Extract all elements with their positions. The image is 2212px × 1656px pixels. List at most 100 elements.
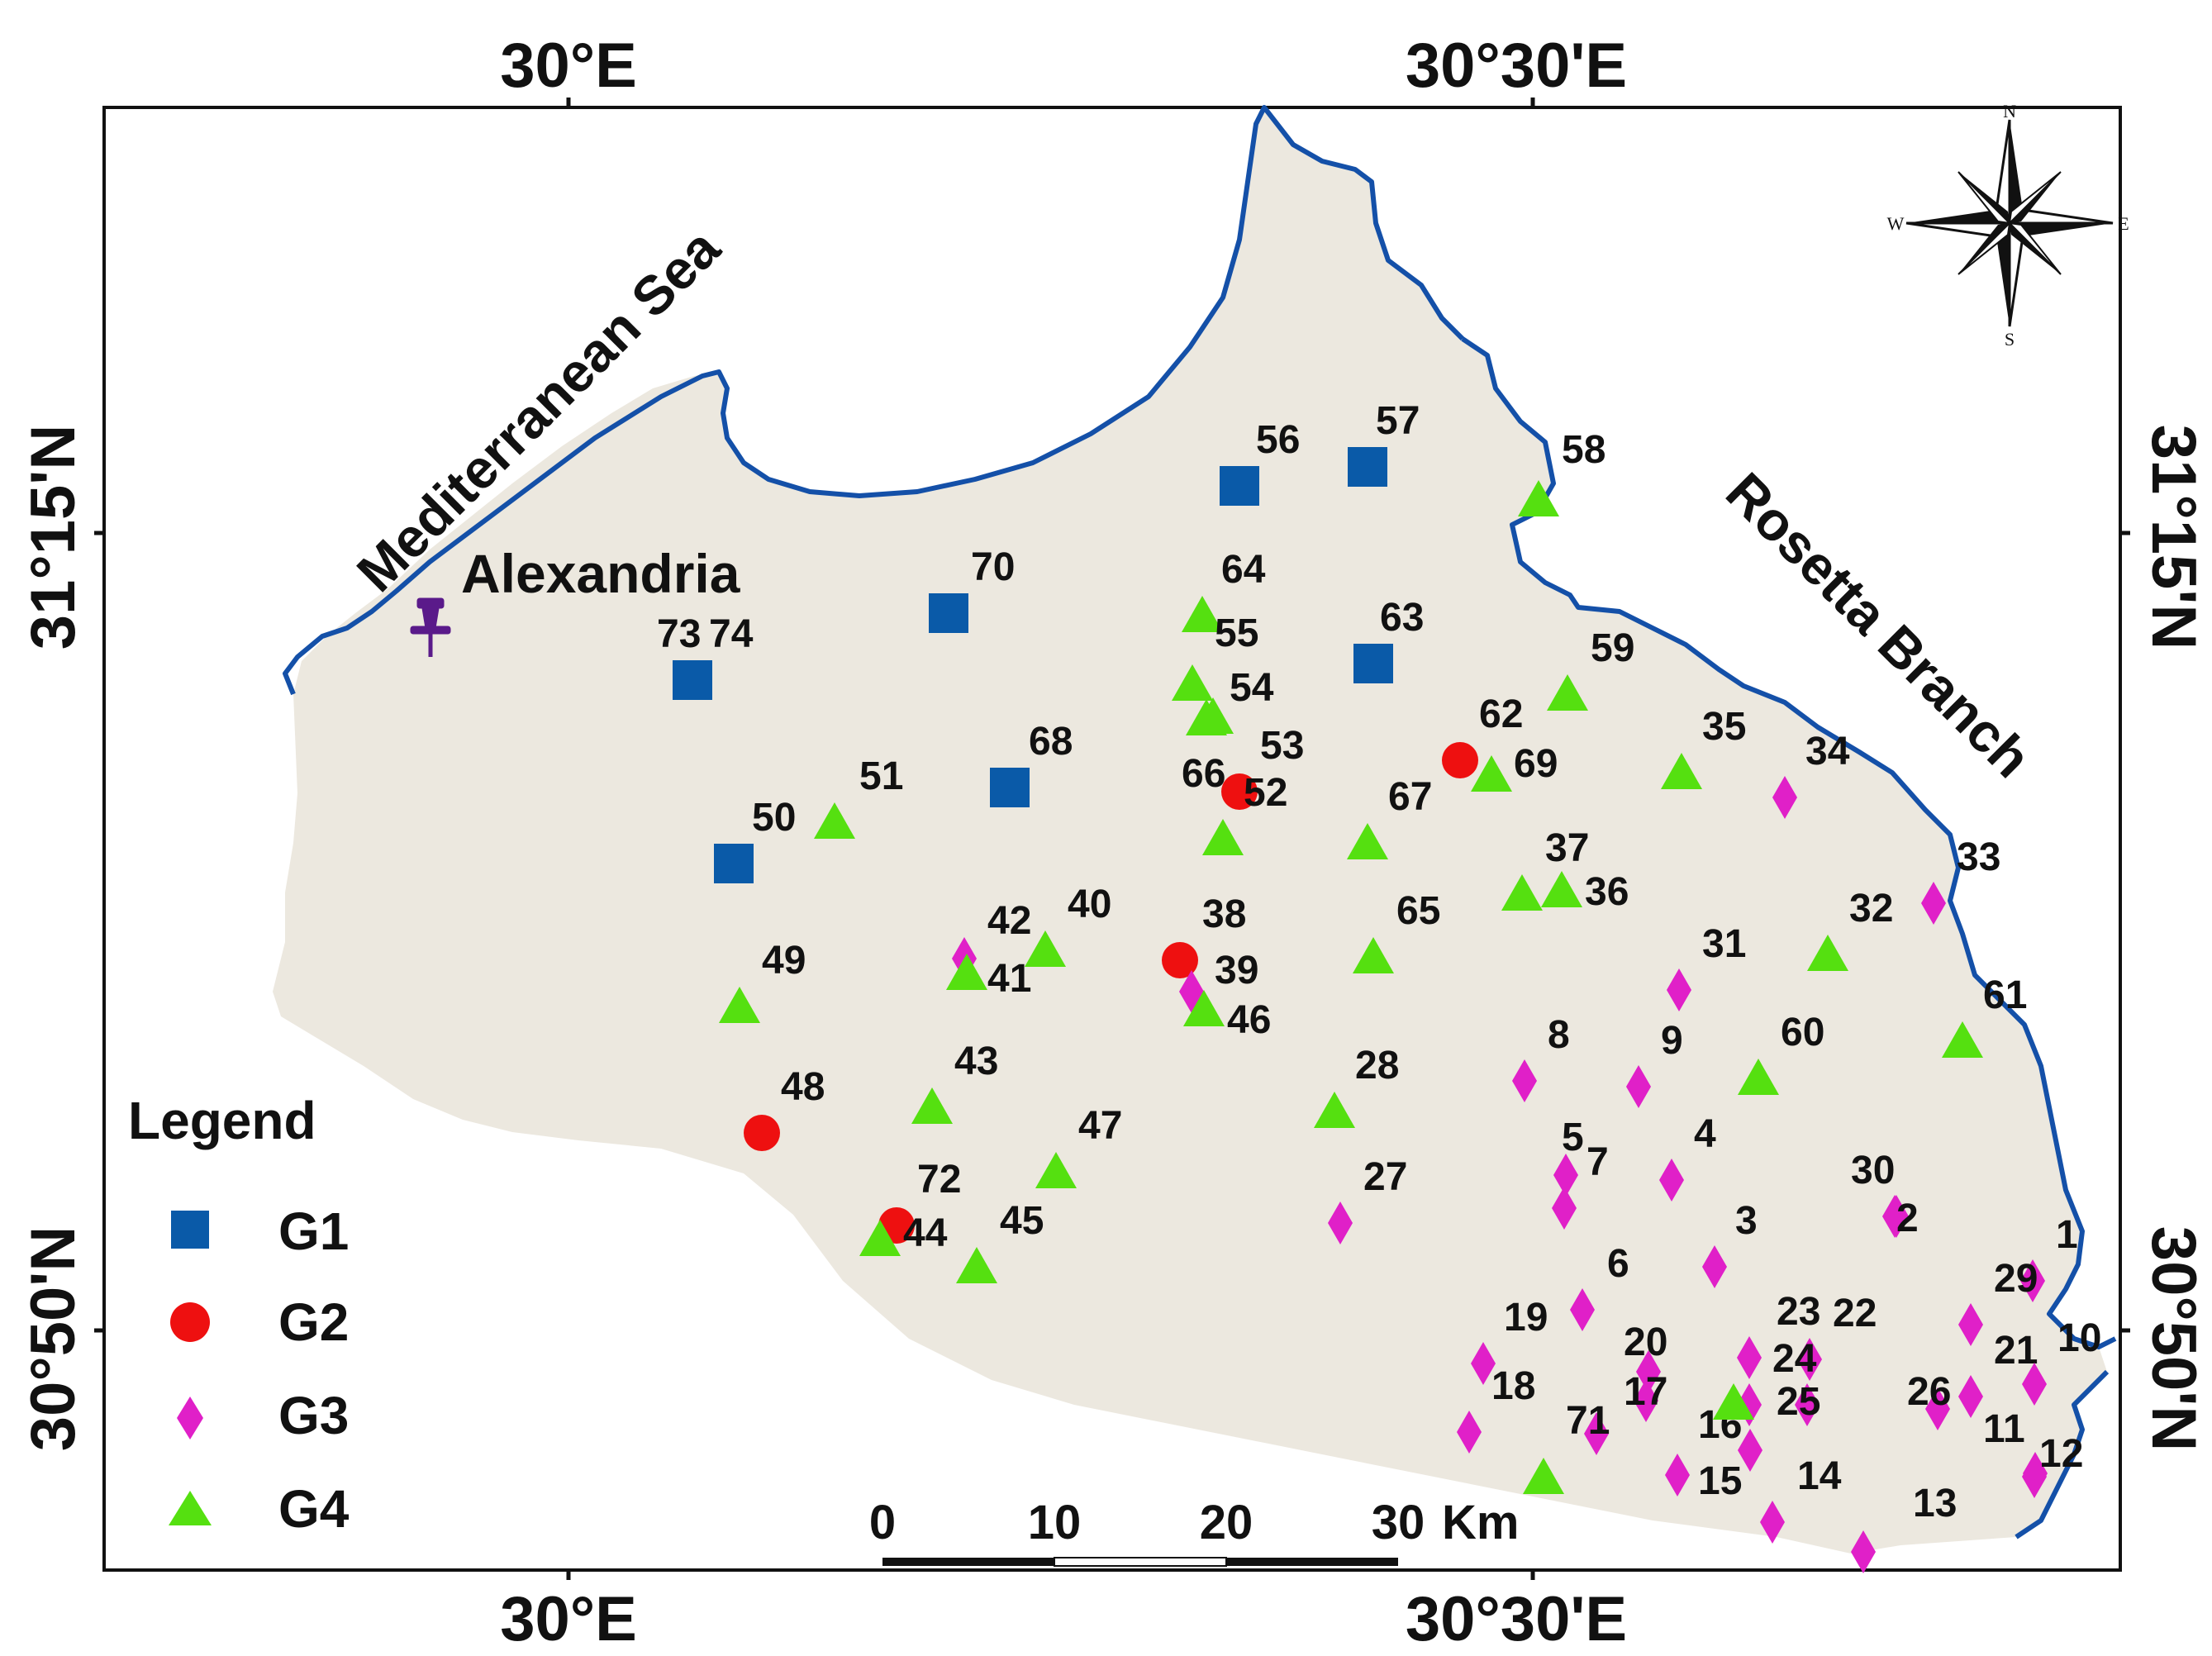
top-lon-label-1: 30°E bbox=[500, 31, 637, 101]
well-marker-34 bbox=[1772, 776, 1797, 819]
well-label-24: 24 bbox=[1772, 1337, 1817, 1381]
top-lon-label-2: 30°30'E bbox=[1406, 31, 1627, 101]
well-label-58: 58 bbox=[1562, 428, 1605, 472]
land-area bbox=[273, 107, 2107, 1554]
well-marker-61 bbox=[1942, 1021, 1983, 1058]
well-label-31: 31 bbox=[1702, 922, 1746, 966]
well-marker-70 bbox=[929, 593, 968, 633]
well-label-33: 33 bbox=[1957, 835, 2000, 879]
well-label-74: 74 bbox=[709, 612, 754, 656]
well-label-55: 55 bbox=[1215, 611, 1258, 655]
well-label-49: 49 bbox=[762, 939, 806, 983]
well-marker-26 bbox=[1925, 1387, 1950, 1430]
well-marker-8 bbox=[1512, 1059, 1537, 1102]
city-label: Alexandria bbox=[461, 543, 741, 604]
well-marker-66 bbox=[1221, 773, 1258, 810]
legend: Legend G1 G2 G3 G4 bbox=[128, 1091, 350, 1539]
well-label-61: 61 bbox=[1983, 973, 2027, 1017]
well-label-59: 59 bbox=[1591, 626, 1634, 670]
well-marker-35 bbox=[1661, 753, 1702, 789]
well-label-63: 63 bbox=[1380, 596, 1424, 640]
well-marker-23 bbox=[1737, 1336, 1762, 1379]
well-marker-41 bbox=[946, 954, 987, 990]
well-marker-46 bbox=[1183, 990, 1225, 1026]
well-marker-36 bbox=[1541, 871, 1582, 907]
well-marker-47 bbox=[1035, 1152, 1077, 1188]
well-label-35: 35 bbox=[1702, 705, 1746, 749]
compass-e: E bbox=[2118, 213, 2129, 234]
well-marker-59 bbox=[1547, 674, 1588, 711]
well-label-71: 71 bbox=[1566, 1399, 1610, 1443]
well-label-18: 18 bbox=[1491, 1364, 1535, 1408]
well-label-25: 25 bbox=[1777, 1380, 1820, 1424]
well-marker-44 bbox=[859, 1220, 901, 1256]
legend-title: Legend bbox=[128, 1091, 316, 1150]
well-marker-64 bbox=[1182, 596, 1223, 632]
well-label-70: 70 bbox=[971, 545, 1015, 589]
well-label-44: 44 bbox=[903, 1211, 948, 1255]
compass-n: N bbox=[2003, 101, 2016, 121]
well-label-34: 34 bbox=[1805, 730, 1850, 773]
well-label-40: 40 bbox=[1068, 883, 1111, 926]
well-label-30: 30 bbox=[1851, 1149, 1895, 1192]
well-marker-5 bbox=[1553, 1154, 1578, 1197]
well-marker-71 bbox=[1584, 1412, 1609, 1455]
well-label-67: 67 bbox=[1388, 775, 1432, 819]
well-marker-19 bbox=[1471, 1342, 1496, 1385]
well-marker-28 bbox=[1314, 1092, 1355, 1128]
legend-symbol-g4 bbox=[169, 1491, 212, 1525]
well-marker-69 bbox=[1471, 755, 1512, 792]
well-marker-49 bbox=[719, 987, 760, 1023]
well-marker-17b bbox=[1713, 1383, 1754, 1420]
well-label-73: 73 bbox=[657, 612, 701, 656]
well-marker-29 bbox=[1958, 1303, 1983, 1346]
well-label-26: 26 bbox=[1907, 1370, 1951, 1414]
well-label-65: 65 bbox=[1396, 889, 1440, 933]
well-label-43: 43 bbox=[954, 1040, 998, 1083]
scale-tick-10: 10 bbox=[1028, 1496, 1082, 1549]
well-marker-18 bbox=[1457, 1411, 1482, 1454]
well-marker-20 bbox=[1636, 1350, 1661, 1393]
well-label-2: 2 bbox=[1896, 1197, 1919, 1240]
legend-symbol-g3 bbox=[177, 1397, 203, 1439]
well-label-29: 29 bbox=[1994, 1257, 2038, 1301]
well-label-22: 22 bbox=[1833, 1292, 1877, 1335]
well-label-52: 52 bbox=[1244, 771, 1287, 815]
scale-tick-20: 20 bbox=[1200, 1496, 1253, 1549]
well-marker-68 bbox=[990, 768, 1030, 807]
well-marker-13 bbox=[1851, 1530, 1876, 1573]
well-label-41: 41 bbox=[987, 957, 1031, 1001]
well-marker-53 bbox=[1192, 697, 1234, 734]
well-marker-2 bbox=[1884, 1195, 1909, 1238]
well-marker-25 bbox=[1795, 1383, 1820, 1426]
well-marker-48 bbox=[744, 1115, 780, 1151]
well-marker-7 bbox=[1552, 1187, 1577, 1230]
well-label-15: 15 bbox=[1698, 1459, 1742, 1503]
well-label-50: 50 bbox=[752, 796, 796, 840]
well-label-6: 6 bbox=[1607, 1242, 1629, 1286]
well-marker-16 bbox=[1738, 1429, 1762, 1472]
well-label-21: 21 bbox=[1994, 1329, 2038, 1373]
well-marker-32 bbox=[1807, 935, 1848, 971]
well-marker-22 bbox=[1797, 1338, 1822, 1381]
well-marker-63 bbox=[1353, 644, 1393, 683]
legend-label-g2: G2 bbox=[278, 1292, 349, 1352]
well-label-68: 68 bbox=[1029, 720, 1073, 764]
right-lat-label-1: 31°15'N bbox=[2138, 425, 2209, 650]
well-marker-62 bbox=[1442, 742, 1478, 778]
scale-bar: 0 10 20 30 Km bbox=[869, 1496, 1519, 1567]
well-label-4: 4 bbox=[1694, 1112, 1716, 1156]
well-label-53: 53 bbox=[1260, 724, 1304, 768]
well-label-38: 38 bbox=[1202, 892, 1246, 936]
well-marker-6 bbox=[1570, 1288, 1595, 1331]
well-label-13: 13 bbox=[1913, 1482, 1957, 1525]
legend-label-g3: G3 bbox=[278, 1386, 349, 1445]
well-label-17: 17 bbox=[1624, 1370, 1667, 1414]
well-marker-56 bbox=[1220, 466, 1259, 506]
well-marker-40 bbox=[1025, 930, 1066, 967]
well-label-62: 62 bbox=[1479, 692, 1523, 736]
well-label-47: 47 bbox=[1078, 1104, 1122, 1148]
scale-tick-30: 30 bbox=[1372, 1496, 1425, 1549]
